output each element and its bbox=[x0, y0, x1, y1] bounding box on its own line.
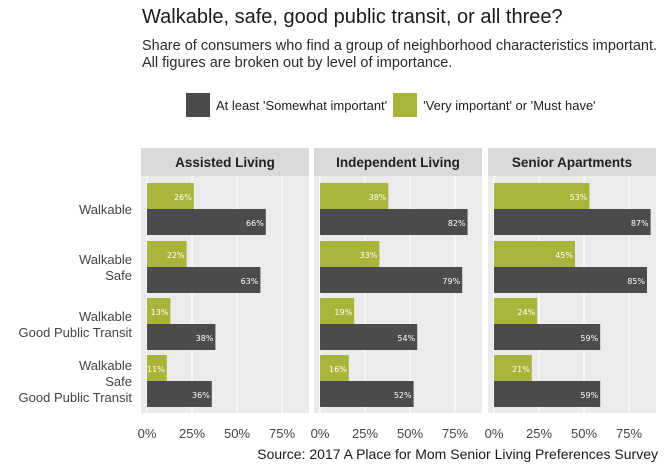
category-label-1-0: Walkable bbox=[79, 252, 132, 267]
chart-title: Walkable, safe, good public transit, or … bbox=[142, 6, 563, 28]
chart-source: Source: 2017 A Place for Mom Senior Livi… bbox=[257, 446, 658, 462]
data-label-very-0-0: 26% bbox=[174, 193, 192, 202]
bar-atleast-1-3 bbox=[320, 381, 414, 407]
legend-swatch-very bbox=[393, 93, 418, 117]
data-label-atleast-2-1: 85% bbox=[627, 277, 645, 286]
bar-very-2-3 bbox=[494, 355, 532, 381]
bar-very-1-1 bbox=[320, 241, 380, 267]
data-label-very-1-0: 38% bbox=[369, 193, 387, 202]
x-tick-label-2-0: 0% bbox=[485, 426, 504, 441]
bar-very-1-2 bbox=[320, 298, 355, 324]
bar-atleast-0-2 bbox=[147, 324, 216, 350]
panel-strip-1 bbox=[314, 148, 482, 176]
panel-title-1: Independent Living bbox=[336, 155, 460, 170]
bar-atleast-2-2 bbox=[494, 324, 601, 350]
bar-atleast-0-3 bbox=[147, 381, 212, 407]
legend: At least 'Somewhat important' 'Very impo… bbox=[186, 92, 602, 118]
chart-subtitle: Share of consumers who find a group of n… bbox=[142, 38, 658, 71]
bar-atleast-2-3 bbox=[494, 381, 601, 407]
bar-atleast-2-1 bbox=[494, 267, 647, 293]
bar-very-0-2 bbox=[147, 298, 171, 324]
data-label-atleast-2-3: 59% bbox=[580, 391, 598, 400]
category-label-3-1: Safe bbox=[105, 374, 132, 389]
bar-atleast-0-1 bbox=[147, 267, 261, 293]
data-label-atleast-2-0: 87% bbox=[631, 219, 649, 228]
category-label-3-2: Good Public Transit bbox=[19, 390, 133, 405]
data-label-very-0-3: 11% bbox=[147, 365, 165, 374]
data-label-very-2-0: 53% bbox=[570, 193, 588, 202]
legend-swatch-atleast bbox=[186, 93, 210, 117]
data-label-atleast-1-3: 52% bbox=[394, 391, 412, 400]
data-label-very-2-3: 21% bbox=[512, 365, 530, 374]
panel-strip-2 bbox=[488, 148, 656, 176]
x-tick-label-1-3: 75% bbox=[442, 426, 468, 441]
panel-title-2: Senior Apartments bbox=[512, 155, 632, 170]
data-label-atleast-0-2: 38% bbox=[196, 334, 214, 343]
legend-item-atleast: At least 'Somewhat important' bbox=[186, 93, 387, 117]
data-label-very-1-3: 16% bbox=[329, 365, 347, 374]
x-tick-label-2-3: 75% bbox=[616, 426, 642, 441]
legend-label-atleast: At least 'Somewhat important' bbox=[216, 97, 388, 113]
data-label-atleast-2-2: 59% bbox=[580, 334, 598, 343]
x-tick-label-0-1: 25% bbox=[179, 426, 205, 441]
legend-label-very: 'Very important' or 'Must have' bbox=[423, 97, 596, 113]
bar-very-0-1 bbox=[147, 241, 187, 267]
data-label-atleast-1-0: 82% bbox=[448, 219, 466, 228]
category-label-2-1: Good Public Transit bbox=[19, 325, 133, 340]
bar-very-2-1 bbox=[494, 241, 575, 267]
data-label-atleast-1-1: 79% bbox=[442, 277, 460, 286]
bar-very-0-0 bbox=[147, 183, 194, 209]
data-label-atleast-1-2: 54% bbox=[397, 334, 415, 343]
data-label-very-0-2: 13% bbox=[151, 308, 169, 317]
bar-atleast-1-0 bbox=[320, 209, 468, 235]
bar-very-2-0 bbox=[494, 183, 590, 209]
data-label-atleast-0-0: 66% bbox=[246, 219, 264, 228]
bar-very-2-2 bbox=[494, 298, 538, 324]
x-tick-label-1-1: 25% bbox=[352, 426, 378, 441]
bar-atleast-2-0 bbox=[494, 209, 651, 235]
x-tick-label-2-2: 50% bbox=[571, 426, 597, 441]
bar-very-1-0 bbox=[320, 183, 389, 209]
bar-very-0-3 bbox=[147, 355, 167, 381]
bar-very-1-3 bbox=[320, 355, 349, 381]
panel-strip-0 bbox=[141, 148, 309, 176]
data-label-atleast-0-3: 36% bbox=[192, 391, 210, 400]
data-label-very-2-2: 24% bbox=[517, 308, 535, 317]
data-label-atleast-0-1: 63% bbox=[241, 277, 259, 286]
x-tick-label-0-0: 0% bbox=[138, 426, 157, 441]
data-label-very-1-1: 33% bbox=[360, 251, 378, 260]
panel-title-0: Assisted Living bbox=[175, 155, 275, 170]
x-tick-label-1-2: 50% bbox=[397, 426, 423, 441]
x-tick-label-1-0: 0% bbox=[311, 426, 330, 441]
x-tick-label-2-1: 25% bbox=[526, 426, 552, 441]
bar-atleast-1-1 bbox=[320, 267, 463, 293]
category-label-1-1: Safe bbox=[105, 268, 132, 283]
category-label-2-0: Walkable bbox=[79, 309, 132, 324]
data-label-very-0-1: 22% bbox=[167, 251, 185, 260]
category-label-3-0: Walkable bbox=[79, 358, 132, 373]
legend-item-very: 'Very important' or 'Must have' bbox=[393, 93, 596, 117]
x-tick-label-0-2: 50% bbox=[224, 426, 250, 441]
x-tick-label-0-3: 75% bbox=[269, 426, 295, 441]
data-label-very-2-1: 45% bbox=[555, 251, 573, 260]
bar-atleast-0-0 bbox=[147, 209, 266, 235]
category-label-0-0: Walkable bbox=[79, 202, 132, 217]
bar-atleast-1-2 bbox=[320, 324, 418, 350]
data-label-very-1-2: 19% bbox=[334, 308, 352, 317]
